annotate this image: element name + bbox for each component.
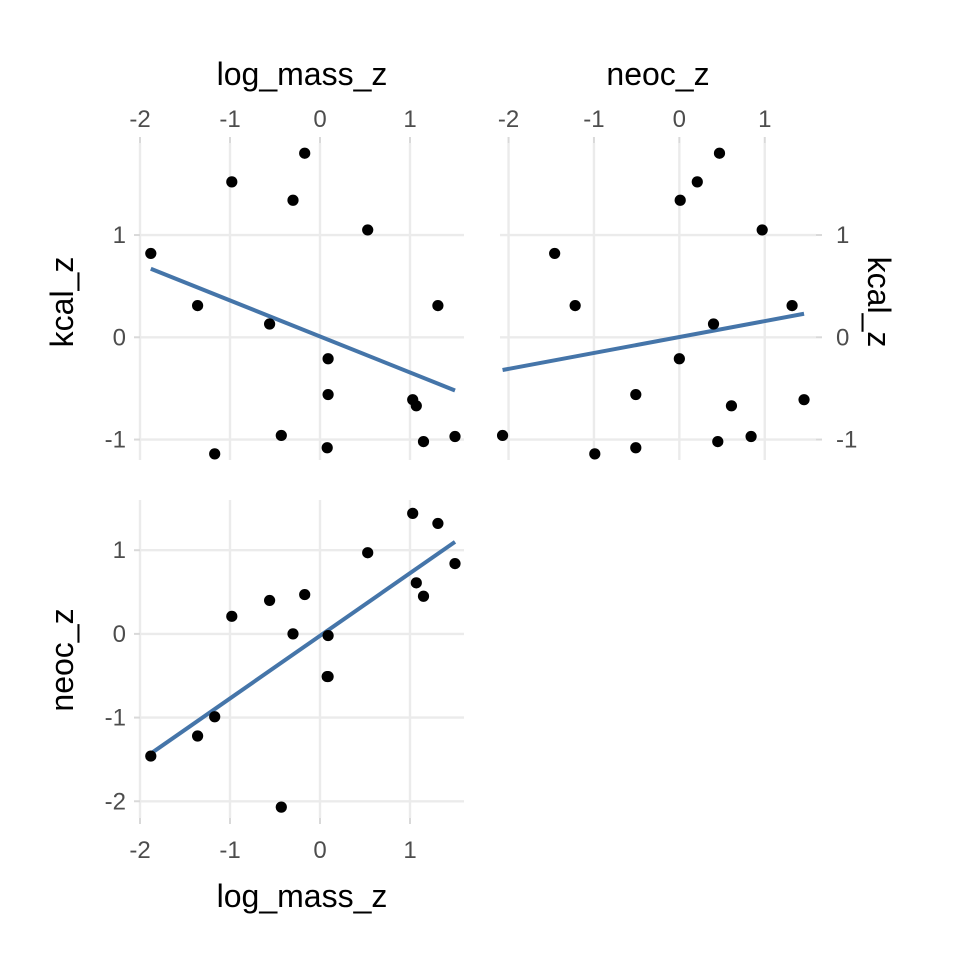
panel-top-right-point-0 [496, 429, 509, 442]
panel-bottom-left-point-11 [362, 547, 374, 559]
panel-top-right-point-1 [549, 247, 561, 260]
panel-bottom-left-x-tick-label-0: -2 [129, 837, 150, 864]
panel-top-left-point-3 [226, 176, 238, 188]
panel-bottom-left-point-5 [275, 801, 287, 813]
panel-bottom-left-grid [138, 500, 464, 818]
panel-top-left-point-8 [321, 442, 333, 454]
panel-bottom-left-y-title: neoc_z [44, 608, 80, 711]
panel-top-right-y-title: kcal_z [861, 257, 897, 348]
panel-top-left-point-14 [417, 435, 430, 448]
panel-top-right-point-16 [798, 394, 810, 406]
panel-bottom-left-point-13 [410, 577, 422, 589]
panel-top-left-x-tick-label-3: 1 [403, 106, 416, 133]
panel-bottom-left-x-title: log_mass_z [217, 878, 388, 914]
panel-bottom-left-x-tick-label-3: 1 [403, 837, 416, 864]
panel-top-left-fit-line [150, 266, 456, 393]
panel-bottom-left-point-15 [432, 517, 444, 530]
panel-top-right-y-tick-label-2: 1 [836, 222, 849, 249]
panel-top-left-point-16 [449, 430, 461, 443]
panel-top-left-y-tick-label-2: 1 [113, 222, 126, 249]
panel-top-left: -2 -1 0 1 -1 0 1 log_mass_z kcal_z [44, 56, 464, 460]
panel-top-right-grid [500, 143, 816, 460]
panel-top-right-point-12 [725, 400, 738, 412]
panel-top-left-y-title: kcal_z [44, 257, 80, 348]
panel-top-left-x-title: log_mass_z [217, 56, 388, 92]
panel-bottom-left-x-tick-label-2: 0 [313, 837, 326, 864]
panel-bottom-left-y-tick-label-1: -1 [105, 705, 126, 732]
panel-top-right: -2 -1 0 1 -1 0 1 neoc_z kcal_z [496, 56, 897, 460]
panel-top-left-point-0 [145, 247, 157, 260]
panel-bottom-left: -2 -1 0 1 -2 -1 0 1 log_mass_z neoc_z [44, 500, 464, 914]
panel-bottom-left-point-16 [449, 558, 461, 570]
panel-top-left-x-tick-label-2: 0 [313, 106, 326, 133]
panel-bottom-left-ticks: -2 -1 0 1 -2 -1 0 1 [105, 537, 417, 864]
panel-top-right-point-7 [674, 194, 686, 206]
panel-top-left-x-tick-label-1: -1 [219, 106, 240, 133]
panel-bottom-left-y-tick-label-2: 0 [113, 621, 126, 648]
panel-top-right-x-tick-label-3: 1 [758, 106, 771, 133]
panel-top-right-fit-line [502, 311, 805, 372]
panel-bottom-left-point-9 [322, 670, 334, 683]
panel-top-left-grid [138, 143, 464, 460]
panel-top-right-y-tick-label-1: 0 [836, 324, 849, 351]
panel-top-left-y-tick-label-1: 0 [113, 324, 126, 351]
panel-top-left-point-1 [192, 299, 204, 312]
panel-top-right-point-6 [673, 353, 685, 365]
panel-bottom-left-point-6 [287, 628, 299, 640]
panel-bottom-left-point-0 [145, 750, 157, 762]
panel-top-right-x-tick-label-2: 0 [673, 106, 686, 133]
panel-top-right-point-14 [756, 224, 768, 236]
panel-top-right-point-9 [707, 318, 720, 330]
panel-top-left-point-10 [322, 388, 334, 401]
panel-top-left-point-11 [362, 224, 374, 236]
panel-top-right-x-tick-label-0: -2 [498, 106, 519, 133]
panel-bottom-left-y-tick-label-0: -2 [105, 788, 126, 815]
panel-top-right-point-2 [569, 299, 581, 312]
panel-top-right-x-tick-label-1: -1 [583, 106, 604, 133]
panel-top-right-point-10 [712, 435, 724, 448]
panel-bottom-left-x-tick-label-1: -1 [219, 837, 240, 864]
panel-bottom-left-point-12 [407, 507, 419, 519]
panel-bottom-left-fit-line [149, 540, 457, 756]
panel-bottom-left-point-14 [417, 590, 430, 602]
panel-top-right-x-title: neoc_z [606, 56, 709, 92]
panel-bottom-left-y-tick-label-3: 1 [113, 537, 126, 564]
panel-top-right-point-13 [745, 430, 757, 443]
panel-top-left-point-13 [410, 400, 422, 412]
panel-top-right-y-tick-label-0: -1 [836, 427, 857, 454]
panel-top-right-point-11 [713, 147, 726, 159]
panel-top-left-marks [145, 147, 461, 460]
panel-top-left-point-6 [287, 194, 299, 206]
panel-bottom-left-marks [145, 507, 461, 813]
panel-top-left-x-tick-label-0: -2 [129, 106, 150, 133]
panel-bottom-left-point-2 [209, 711, 221, 723]
panel-bottom-left-point-1 [192, 730, 204, 742]
panel-top-left-y-tick-label-0: -1 [105, 427, 126, 454]
panel-top-right-point-15 [786, 299, 798, 312]
panel-bottom-left-point-10 [322, 629, 334, 642]
panel-top-right-point-4 [630, 388, 642, 401]
panel-top-right-point-3 [589, 448, 601, 460]
panel-top-left-ticks: -2 -1 0 1 -1 0 1 [105, 106, 417, 454]
panel-top-left-point-9 [322, 353, 334, 365]
panel-top-left-point-15 [432, 299, 444, 312]
panel-top-left-point-7 [299, 147, 311, 159]
panel-top-right-ticks: -2 -1 0 1 -1 0 1 [498, 106, 857, 454]
panel-top-left-point-4 [264, 318, 276, 330]
panel-top-right-marks [496, 147, 810, 460]
panel-top-right-point-8 [691, 176, 703, 188]
panel-top-right-point-5 [630, 442, 642, 454]
panel-bottom-left-point-4 [264, 594, 276, 607]
panel-top-left-point-2 [209, 448, 221, 460]
panel-top-left-point-5 [275, 429, 287, 442]
panel-bottom-left-point-3 [226, 610, 238, 622]
panel-bottom-left-point-7 [299, 588, 311, 601]
